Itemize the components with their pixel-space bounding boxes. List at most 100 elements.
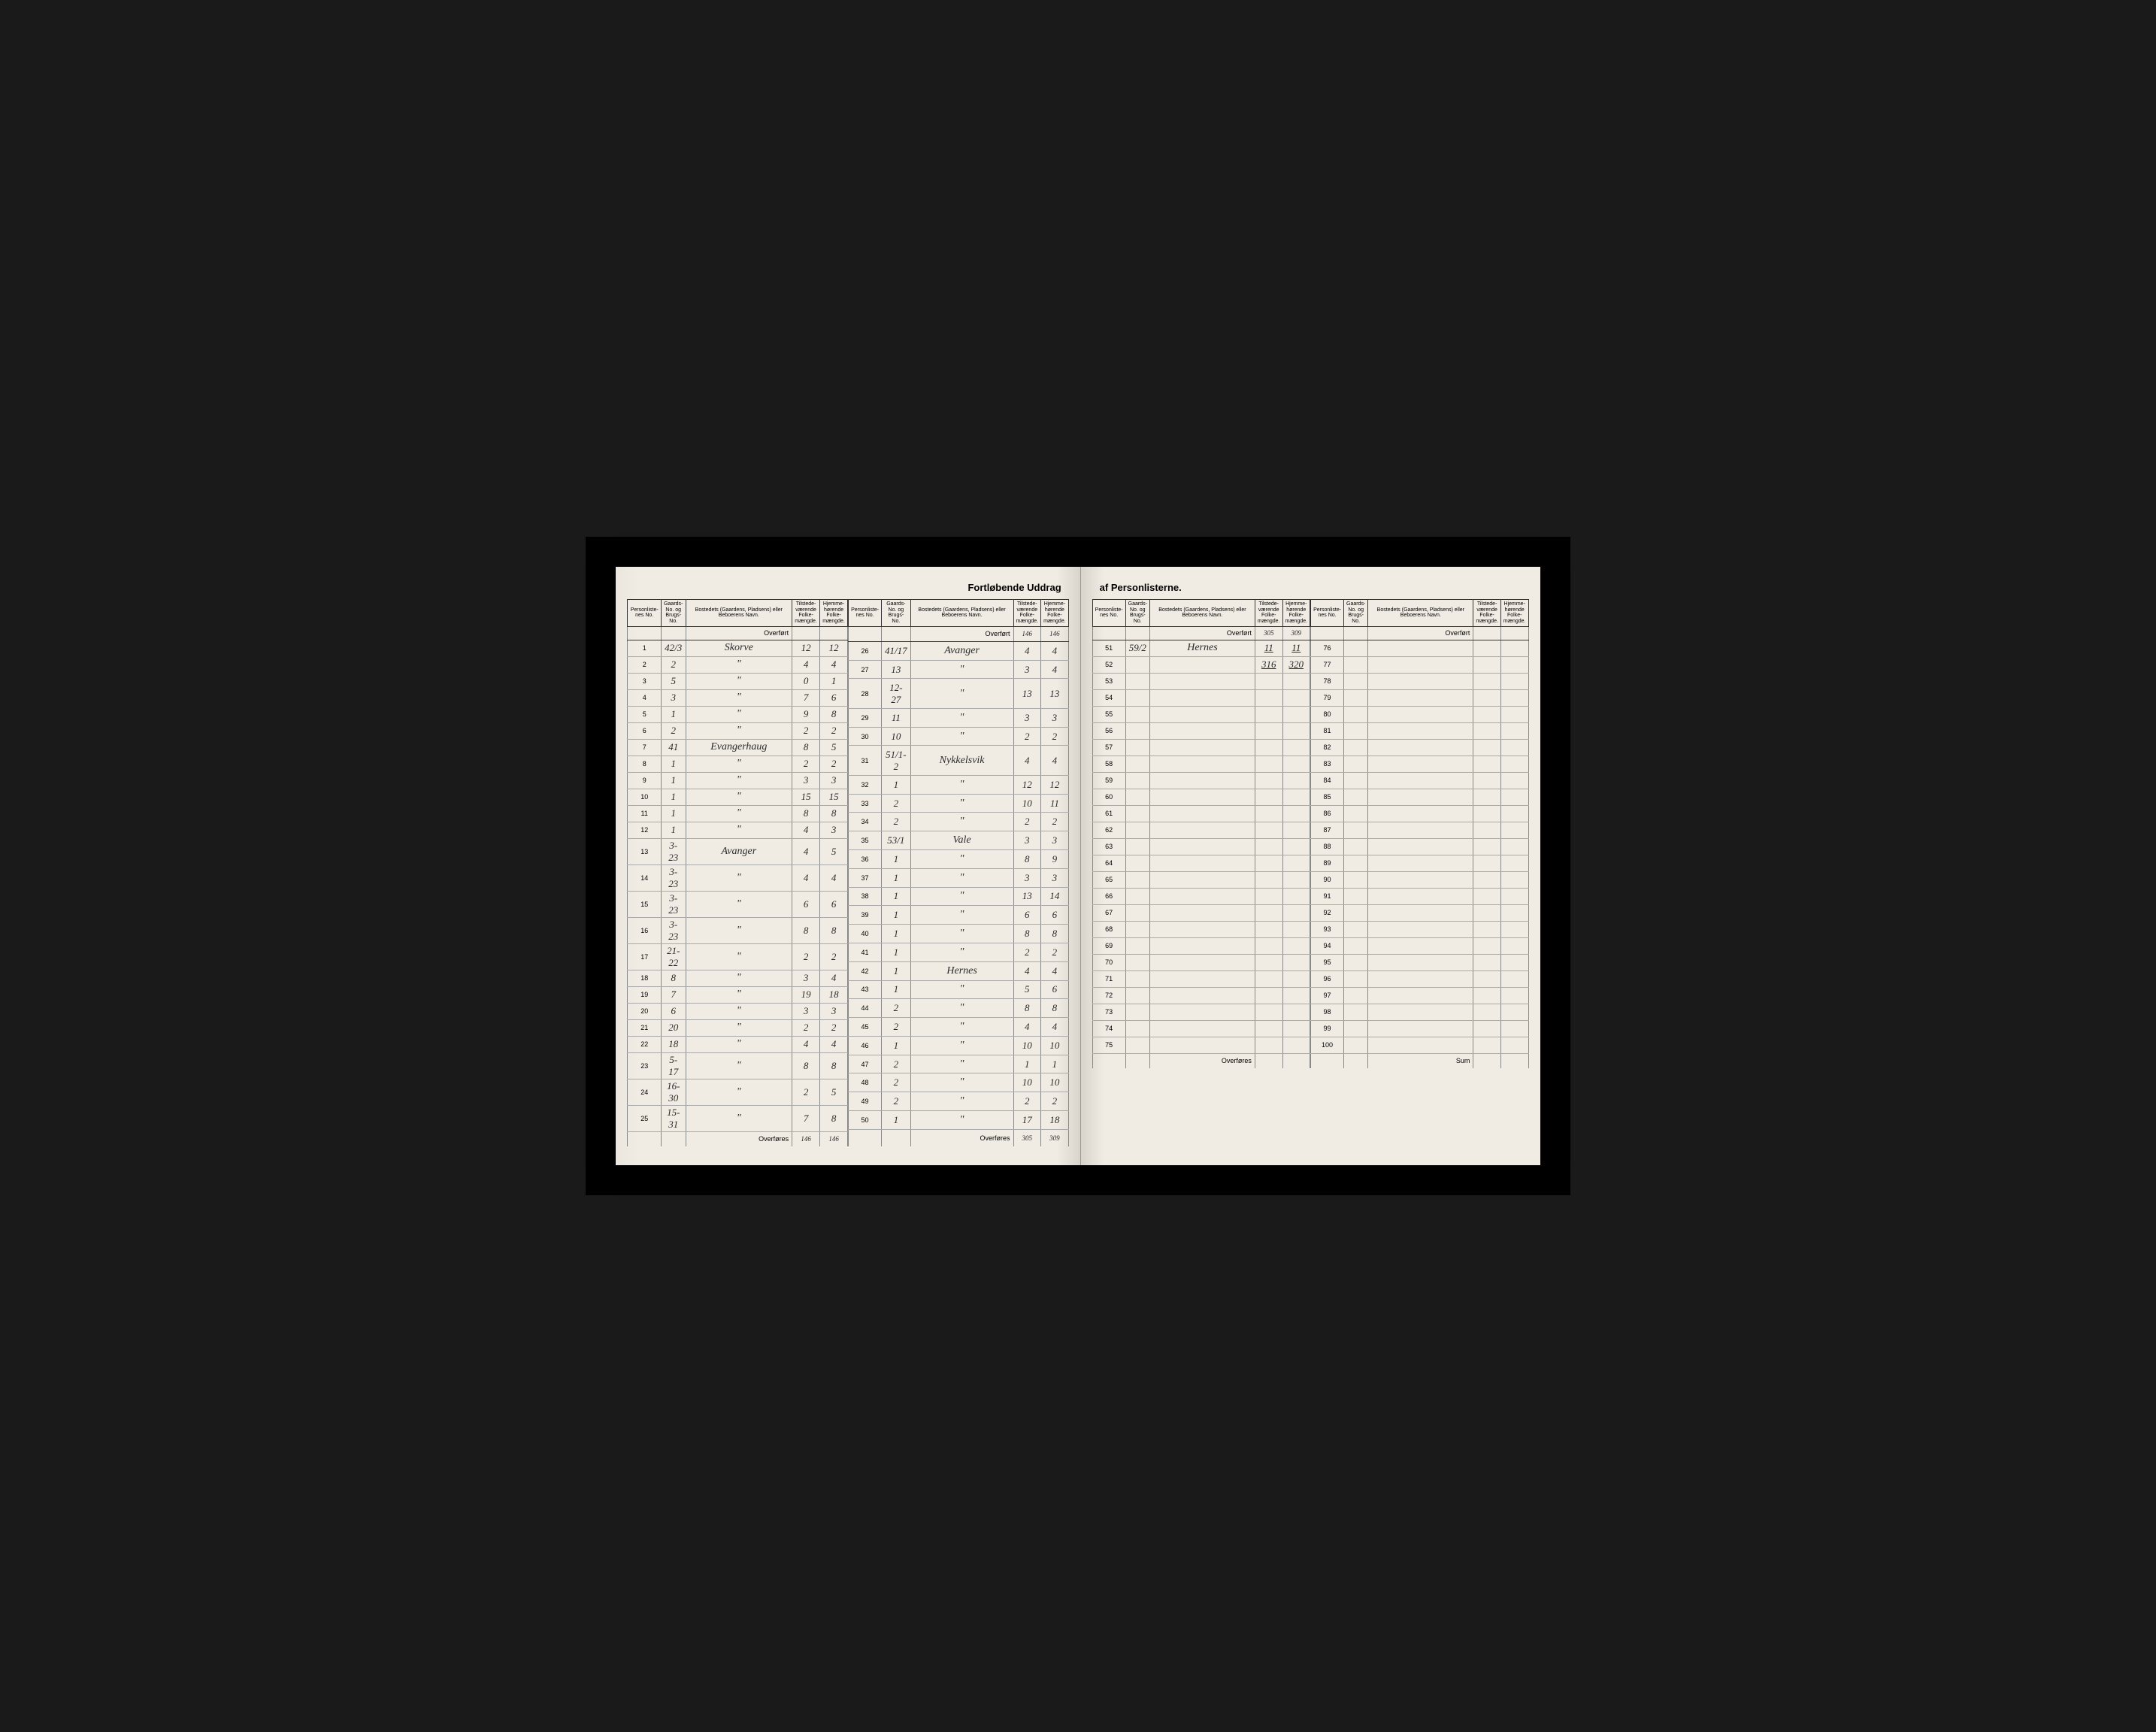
hjemme-count	[1282, 1020, 1310, 1037]
tilstede-count	[1473, 1004, 1501, 1020]
bosted-name: "	[686, 1036, 792, 1052]
gaard-no	[1125, 855, 1149, 871]
tilstede-count	[1473, 954, 1501, 970]
bosted-name	[1368, 805, 1473, 822]
bosted-name: "	[686, 1019, 792, 1036]
table-row: 321"1212	[849, 775, 1069, 794]
bosted-name	[1149, 888, 1255, 904]
hdr-tilstede: Tilstede- værende Folke- mængde.	[792, 599, 820, 626]
gaard-no: 2	[882, 794, 911, 813]
tilstede-count	[1473, 673, 1501, 689]
tilstede-count: 2	[1013, 813, 1041, 831]
left-table-2: Personliste- nes No. Gaards- No. og Brug…	[848, 599, 1069, 1146]
tilstede-count: 2	[792, 722, 820, 739]
hjemme-count: 8	[820, 706, 848, 722]
hjemme-count: 1	[820, 673, 848, 689]
table-row: 2120"22	[628, 1019, 848, 1036]
hjemme-count	[1282, 772, 1310, 789]
tilstede-count	[1473, 656, 1501, 673]
tilstede-count	[1473, 1037, 1501, 1053]
bosted-name: "	[910, 679, 1013, 708]
gaard-no: 2	[882, 1092, 911, 1111]
bosted-name: "	[686, 986, 792, 1003]
bosted-name: "	[910, 925, 1013, 943]
tilstede-count: 2	[1013, 1092, 1041, 1111]
hjemme-count	[1500, 1004, 1528, 1020]
tilstede-count	[1473, 772, 1501, 789]
right-table-2: Personliste- nes No. Gaards- No. og Brug…	[1310, 599, 1528, 1068]
gaard-no	[1344, 871, 1368, 888]
hjemme-count	[1282, 871, 1310, 888]
hjemme-count	[1282, 970, 1310, 987]
table-row: 53	[1092, 673, 1310, 689]
overfores-label: Overføres	[1149, 1053, 1255, 1068]
gaard-no: 3-23	[661, 864, 686, 891]
tilstede-count	[1473, 921, 1501, 937]
table-row: 98	[1311, 1004, 1528, 1020]
hdr-tilstede: Tilstede- værende Folke- mængde.	[1255, 599, 1282, 626]
bosted-name: "	[910, 999, 1013, 1018]
tilstede-count: 10	[1013, 794, 1041, 813]
table-row: 93	[1311, 921, 1528, 937]
gaard-no	[1125, 822, 1149, 838]
row-number: 32	[849, 775, 882, 794]
gaard-no	[1125, 689, 1149, 706]
bosted-name	[1149, 706, 1255, 722]
hjemme-count	[1282, 1004, 1310, 1020]
tilstede-count	[1255, 689, 1282, 706]
bosted-name: "	[686, 917, 792, 943]
table-row: 68	[1092, 921, 1310, 937]
hjemme-count	[1500, 822, 1528, 838]
gaard-no	[1125, 954, 1149, 970]
hjemme-count	[1282, 1037, 1310, 1053]
hjemme-count	[1282, 673, 1310, 689]
hjemme-count	[1282, 739, 1310, 755]
row-number: 68	[1092, 921, 1125, 937]
hjemme-count	[1282, 822, 1310, 838]
hjemme-count: 3	[820, 1003, 848, 1019]
bosted-name: "	[910, 868, 1013, 887]
row-number: 97	[1311, 987, 1344, 1004]
bosted-name	[1149, 755, 1255, 772]
bosted-name: Nykkelsvik	[910, 746, 1013, 775]
gaard-no	[1125, 722, 1149, 739]
table-row: 69	[1092, 937, 1310, 954]
hdr-personliste: Personliste- nes No.	[628, 599, 661, 626]
row-number: 91	[1311, 888, 1344, 904]
hjemme-count: 18	[1041, 1110, 1069, 1129]
row-number: 88	[1311, 838, 1344, 855]
hjemme-count: 5	[820, 838, 848, 864]
table-row: 84	[1311, 772, 1528, 789]
row-number: 17	[628, 943, 661, 970]
table-row: 85	[1311, 789, 1528, 805]
row-number: 90	[1311, 871, 1344, 888]
gaard-no: 2	[661, 656, 686, 673]
left-page: Fortløbende Uddrag Personliste- nes No. …	[616, 567, 1080, 1165]
gaard-no	[1344, 904, 1368, 921]
tilstede-count	[1255, 888, 1282, 904]
table-row: 1721-22"22	[628, 943, 848, 970]
bosted-name: "	[910, 1036, 1013, 1055]
overfort-label: Overført	[1149, 626, 1255, 640]
hjemme-count	[1500, 789, 1528, 805]
tilstede-count	[1473, 722, 1501, 739]
tilstede-count: 2	[792, 943, 820, 970]
bosted-name	[1368, 921, 1473, 937]
hjemme-count: 12	[820, 640, 848, 656]
table-row: 96	[1311, 970, 1528, 987]
gaard-no	[1344, 888, 1368, 904]
row-number: 24	[628, 1079, 661, 1105]
table-row: 163-23"88	[628, 917, 848, 943]
row-number: 40	[849, 925, 882, 943]
table-row: 95	[1311, 954, 1528, 970]
gaard-no: 41/17	[882, 641, 911, 660]
row-number: 60	[1092, 789, 1125, 805]
hjemme-count: 3	[820, 772, 848, 789]
gaard-no	[1344, 789, 1368, 805]
gaard-no: 1	[882, 1036, 911, 1055]
hjemme-count: 11	[1041, 794, 1069, 813]
gaard-no: 1	[882, 961, 911, 980]
hjemme-count	[1500, 855, 1528, 871]
row-number: 44	[849, 999, 882, 1018]
gaard-no: 21-22	[661, 943, 686, 970]
